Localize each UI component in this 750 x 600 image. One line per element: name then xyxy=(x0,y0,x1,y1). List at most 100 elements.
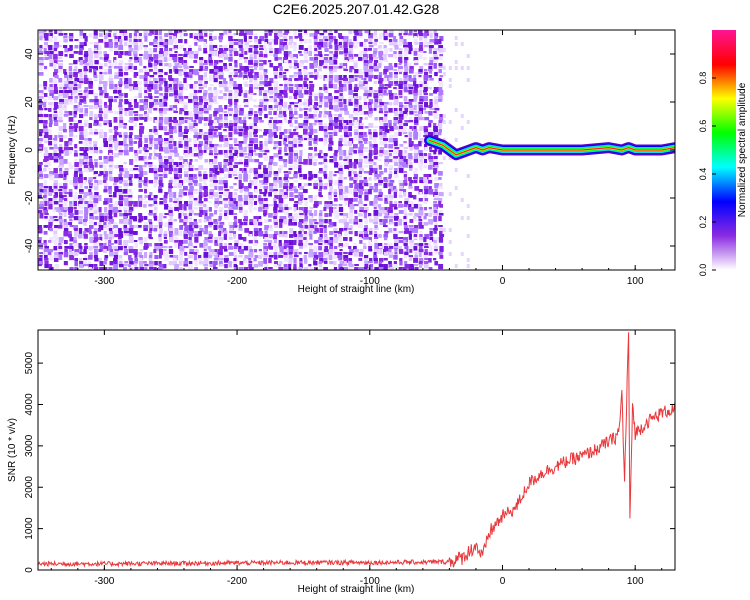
spectrogram-cell xyxy=(254,174,259,180)
spectrogram-cell xyxy=(313,249,318,252)
spectrogram-cell xyxy=(218,135,224,141)
spectrogram-cell xyxy=(288,66,293,69)
spectrogram-cell xyxy=(263,99,269,102)
spectrogram-cell xyxy=(283,141,287,145)
spectrogram-cell xyxy=(113,90,118,94)
spectrogram-cell xyxy=(374,171,378,177)
spectrogram-cell xyxy=(374,39,378,42)
spectrogram-cell xyxy=(328,75,334,81)
spectrogram-cell xyxy=(373,252,377,257)
spectrogram-cell xyxy=(99,93,103,96)
spectrogram-cell xyxy=(333,195,337,198)
spectrogram-cell xyxy=(234,225,238,228)
spectrogram-cell xyxy=(119,219,124,224)
spectrogram-cell xyxy=(434,72,438,77)
spectrogram-cell xyxy=(208,252,213,257)
spectrogram-cell xyxy=(413,126,417,130)
spectrogram-cell xyxy=(349,237,353,242)
spectrogram-cell xyxy=(188,168,194,172)
spectrogram-cell xyxy=(59,159,64,165)
spectrogram-cell xyxy=(348,153,353,156)
spectrogram-cell xyxy=(323,183,329,186)
spectrogram-cell xyxy=(153,108,158,111)
spectrogram-cell xyxy=(308,159,313,165)
spectrogram-cell xyxy=(188,45,192,48)
spectrogram-cell xyxy=(298,84,303,90)
spectrogram-cell xyxy=(308,108,312,112)
spectrogram-cell xyxy=(79,159,85,165)
spectrogram-cell xyxy=(44,201,48,207)
spectrogram-cell xyxy=(238,45,243,48)
spectrogram-cell xyxy=(43,30,47,33)
spectrogram-cell xyxy=(43,207,48,211)
spectrogram-cell xyxy=(84,57,88,63)
spectrogram-cell xyxy=(378,198,383,201)
spectrogram-cell xyxy=(253,54,257,60)
spectrogram-cell xyxy=(414,72,419,77)
spectrogram-cell xyxy=(203,90,208,95)
spectrogram-cell xyxy=(54,135,58,141)
spectrogram-cell xyxy=(219,45,223,48)
spectrogram-cell xyxy=(254,198,258,203)
spectrogram-cell xyxy=(323,30,328,33)
spectrogram-cell xyxy=(153,72,158,75)
spectrogram-cell xyxy=(398,249,404,255)
spectrogram-cell xyxy=(394,147,400,150)
spectrogram-cell xyxy=(419,231,423,234)
spectrogram-cell xyxy=(88,210,93,213)
spectrogram-cell xyxy=(153,228,158,232)
spectrogram-cell xyxy=(268,168,272,171)
spectrogram-cell xyxy=(158,123,162,128)
spectrogram-cell xyxy=(413,75,417,81)
spectrogram-cell xyxy=(318,114,322,118)
spectrogram-cell xyxy=(138,201,143,207)
spectrogram-cell xyxy=(253,237,257,241)
spectrogram-cell xyxy=(64,90,70,94)
spectrogram-cell xyxy=(213,183,218,189)
spectrogram-cell xyxy=(423,216,427,220)
spectrogram-cell xyxy=(188,204,193,210)
spectrogram-cell xyxy=(183,135,188,140)
spectrogram-cell xyxy=(363,210,368,213)
spectrogram-cell xyxy=(264,81,269,87)
spectrogram-cell xyxy=(393,264,398,268)
spectrogram-cell xyxy=(239,153,244,157)
spectrogram-cell xyxy=(294,78,299,81)
spectrogram-cell xyxy=(184,225,189,231)
spectrogram-cell xyxy=(313,144,318,148)
spectrogram-cell xyxy=(243,135,248,140)
spectrogram-cell xyxy=(198,33,204,38)
spectrogram-cell xyxy=(368,228,373,233)
spectrogram-cell xyxy=(333,60,338,65)
spectrogram-cell xyxy=(299,54,304,57)
spectrogram-cell xyxy=(199,177,203,182)
spectrogram-cell xyxy=(389,48,393,52)
spectrogram-cell xyxy=(378,189,382,195)
spectrogram-cell xyxy=(373,48,378,53)
spectrogram-cell xyxy=(333,222,337,227)
spectrogram-cell xyxy=(259,141,263,144)
spectrogram-cell xyxy=(424,192,428,195)
spectrogram-cell xyxy=(49,84,53,89)
spectrogram-cell xyxy=(148,213,153,216)
spectrogram-cell xyxy=(354,54,359,57)
spectrogram-cell xyxy=(324,60,330,63)
spectrogram-cell xyxy=(334,234,338,238)
spectrogram-cell xyxy=(378,60,383,66)
spectrogram-cell xyxy=(229,138,233,141)
spectrogram-cell xyxy=(128,42,134,46)
spectrogram-cell xyxy=(363,96,367,102)
spectrogram-cell xyxy=(423,180,428,186)
spectrogram-cell xyxy=(184,111,190,116)
spectrogram-cell xyxy=(333,69,337,73)
spectrogram-cell xyxy=(394,93,398,96)
spectrogram-cell xyxy=(373,255,378,261)
spectrogram-cell xyxy=(308,219,314,224)
spectrogram-cell xyxy=(103,87,107,93)
spectrogram-cell xyxy=(233,69,238,72)
spectrogram-cell xyxy=(343,39,347,42)
spectrogram-cell xyxy=(78,168,83,172)
spectrogram-cell xyxy=(173,174,178,179)
spectrogram-cell xyxy=(343,219,347,225)
spectrogram-cell xyxy=(193,93,197,97)
